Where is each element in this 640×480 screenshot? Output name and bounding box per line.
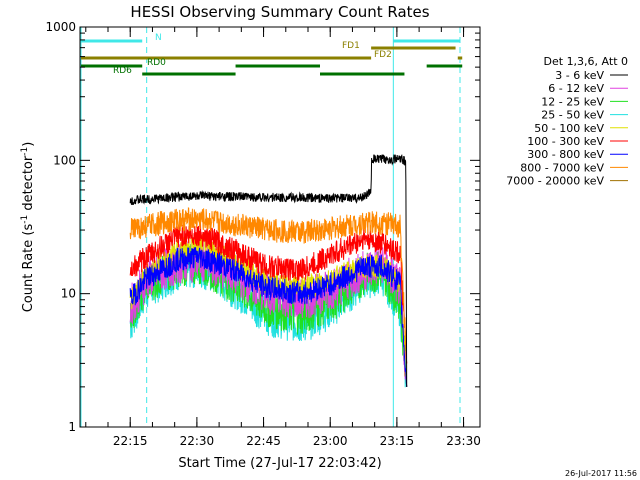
x-tick-label: 23:30 (446, 434, 481, 448)
x-tick-label: 23:00 (313, 434, 348, 448)
legend-label: 3 - 6 keV (555, 69, 604, 82)
legend-label: 7000 - 20000 keV (506, 175, 604, 188)
series-line-3-6keV (129, 153, 408, 387)
series-line-800-7000keV (129, 207, 408, 364)
x-tick-label: 22:30 (180, 434, 215, 448)
series-line-300-800keV (129, 247, 408, 387)
series-line-12-25keV (129, 242, 408, 387)
legend-label: 800 - 7000 keV (520, 161, 604, 174)
flag-bars: N FD1 FD2 RD0 RD6 (81, 33, 463, 76)
legend-label: 100 - 300 keV (527, 135, 604, 148)
y-tick-label: 1000 (45, 20, 76, 34)
y-axis-label: Count Rate (s-1 detector-1) (20, 142, 36, 313)
x-axis-label: Start Time (27-Jul-17 22:03:42) (178, 456, 381, 471)
y-axis-ticks: 1 10 100 1000 (45, 20, 480, 434)
legend-label: 50 - 100 keV (534, 122, 604, 135)
plot-frame (79, 26, 481, 428)
flag-label: FD2 (374, 50, 392, 60)
data-series (129, 153, 408, 388)
flag-label: FD1 (342, 41, 360, 51)
flag-label: N (155, 33, 162, 43)
x-axis-ticks: 22:15 22:30 22:45 23:00 23:15 23:30 (85, 27, 481, 448)
series-line-100-300keV (129, 222, 408, 364)
x-tick-label: 22:45 (246, 434, 281, 448)
y-tick-label: 100 (53, 153, 76, 167)
legend-title: Det 1,3,6, Att 0 (544, 55, 628, 68)
flag-label: RD0 (147, 58, 166, 68)
x-tick-label: 22:15 (113, 434, 148, 448)
legend-label: 300 - 800 keV (527, 148, 604, 161)
chart-title: HESSI Observing Summary Count Rates (130, 3, 429, 21)
x-tick-label: 23:15 (380, 434, 415, 448)
timestamp: 26-Jul-2017 11:56 (565, 469, 637, 478)
y-tick-label: 10 (61, 287, 76, 301)
flag-label: RD6 (113, 66, 132, 76)
y-tick-label: 1 (68, 420, 76, 434)
legend-label: 25 - 50 keV (541, 109, 604, 122)
legend-label: 6 - 12 keV (548, 82, 604, 95)
legend-label: 12 - 25 keV (541, 95, 604, 108)
